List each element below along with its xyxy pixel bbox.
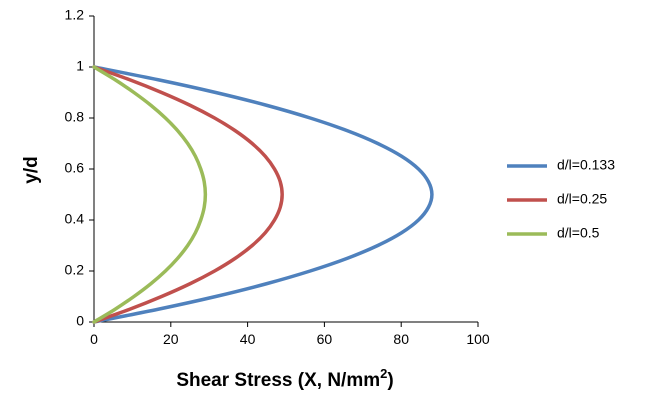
x-tick-label: 40 [240,331,256,347]
y-tick-label: 0.4 [65,211,85,227]
tick-labels: 0 0.2 0.4 0.6 0.8 1 1.2 0 20 40 60 80 100 [65,7,490,347]
x-axis-title-main: Shear Stress (X, N/mm [176,370,380,391]
legend-label-2: d/l=0.25 [557,191,607,207]
y-tick-label: 0.6 [65,160,85,176]
legend-label-1: d/l=0.133 [557,157,615,173]
y-tick-label: 0.2 [65,262,85,278]
x-tick-label: 20 [163,331,179,347]
y-axis-title: y/d [21,156,42,183]
x-tick-label: 0 [90,331,98,347]
y-tick-label: 1 [76,58,84,74]
y-tick-label: 1.2 [65,7,85,23]
legend-label-3: d/l=0.5 [557,225,600,241]
x-axis-title-close: ) [387,370,393,391]
series-line-1 [92,65,434,324]
x-axis-title: Shear Stress (X, N/mm2) [176,366,393,391]
series-line-2 [92,65,284,324]
legend: d/l=0.133 d/l=0.25 d/l=0.5 [507,157,615,241]
x-tick-label: 80 [393,331,409,347]
series-layer [92,65,434,324]
x-tick-label: 100 [466,331,490,347]
y-tick-label: 0 [76,313,84,329]
x-axis-title-sup: 2 [380,366,387,381]
series-line-3 [92,65,208,324]
x-tick-label: 60 [317,331,333,347]
y-tick-label: 0.8 [65,109,85,125]
